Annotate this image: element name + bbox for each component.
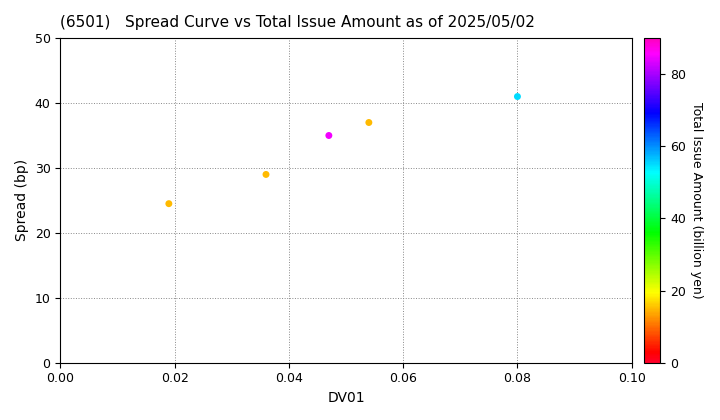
X-axis label: DV01: DV01 (327, 391, 365, 405)
Y-axis label: Total Issue Amount (billion yen): Total Issue Amount (billion yen) (690, 102, 703, 299)
Y-axis label: Spread (bp): Spread (bp) (15, 159, 29, 242)
Point (163, 200, 175, 207)
Point (260, 171, 271, 178)
Point (323, 132, 335, 139)
Point (363, 119, 374, 126)
Point (512, 93, 523, 100)
Text: (6501)   Spread Curve vs Total Issue Amount as of 2025/05/02: (6501) Spread Curve vs Total Issue Amoun… (60, 15, 535, 30)
